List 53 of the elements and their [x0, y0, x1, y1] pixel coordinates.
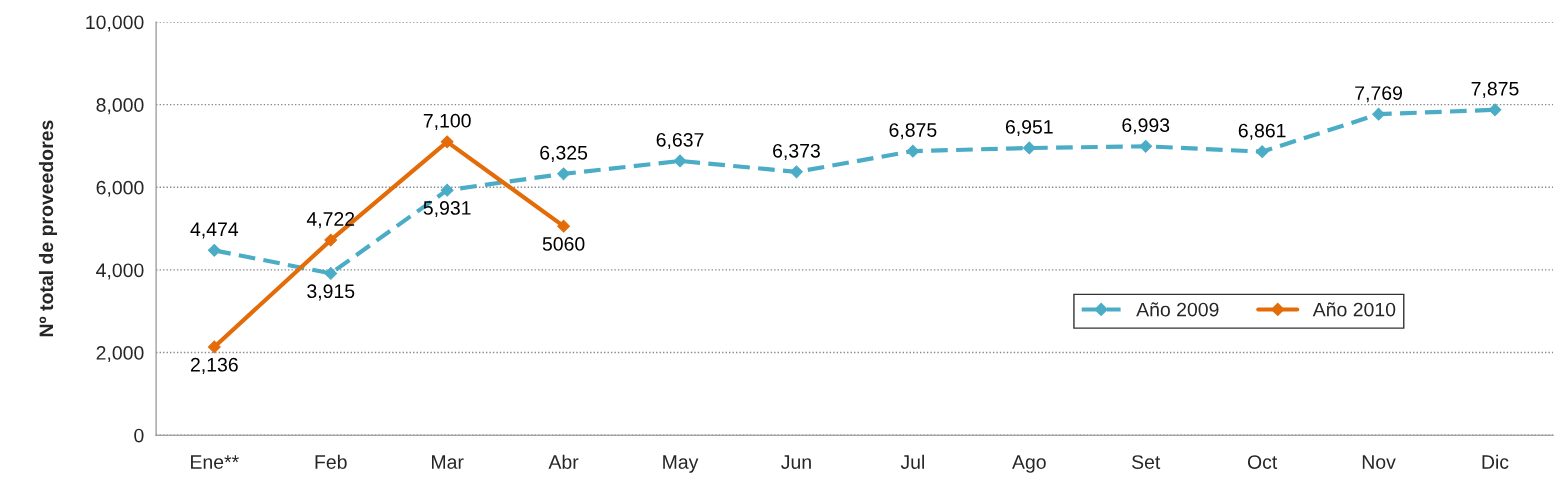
point	[1139, 139, 1153, 153]
x-tick-label: Jul	[900, 454, 924, 469]
data-label: 6,951	[1005, 120, 1053, 137]
y-tick-label: 0	[134, 428, 144, 443]
data-label: 6,875	[889, 123, 937, 140]
point	[440, 135, 454, 149]
y-tick-label: 10,000	[86, 15, 144, 32]
point	[324, 267, 338, 280]
point	[673, 154, 687, 168]
data-label: 7,100	[423, 113, 471, 130]
y-tick-label: 6,000	[96, 180, 144, 197]
point	[906, 144, 920, 158]
data-label: 6,861	[1238, 123, 1286, 140]
x-tick-label: Oct	[1247, 455, 1278, 469]
point	[440, 183, 454, 197]
x-tick-label: Feb	[315, 454, 347, 469]
point	[1022, 141, 1036, 155]
x-tick-label: Dic	[1482, 454, 1509, 469]
y-tick-label: 8,000	[96, 98, 144, 115]
y-tick-label: 4,000	[96, 263, 144, 280]
data-label: 6,373	[773, 143, 820, 160]
data-label: 7,769	[1355, 86, 1402, 103]
data-label: 6,993	[1122, 118, 1170, 135]
data-label: 5,931	[423, 201, 471, 218]
data-label: 2,136	[190, 357, 238, 374]
data-label: 3,915	[307, 284, 355, 301]
data-label: 4,474	[190, 222, 239, 239]
x-tick-label: Abr	[548, 454, 579, 469]
point	[1488, 103, 1502, 117]
data-label: 7,875	[1471, 81, 1519, 98]
data-label: 6,637	[656, 132, 704, 150]
x-tick-label: Ago	[1012, 455, 1046, 473]
data-label: 4,722	[306, 212, 355, 229]
x-tick-label: May	[663, 455, 699, 473]
data-label: 6,325	[540, 145, 588, 162]
point	[557, 219, 570, 233]
point	[790, 165, 803, 179]
x-tick-label: Set	[1132, 455, 1161, 469]
y-axis-title: Nº total de proveedores	[38, 120, 58, 337]
point	[324, 233, 338, 247]
y-tick-label: 2,000	[96, 346, 144, 363]
point	[1255, 145, 1269, 159]
x-tick-label: Mar	[432, 455, 464, 469]
point	[207, 243, 221, 257]
point	[557, 167, 570, 181]
data-label: 5060	[542, 237, 585, 251]
legend-label: Año 2010	[1312, 302, 1396, 317]
legend-label: Año 2009	[1136, 302, 1219, 317]
x-tick-label: Nov	[1362, 455, 1396, 469]
x-tick-label: Ene**	[191, 455, 239, 469]
point	[1372, 107, 1385, 121]
point	[207, 340, 221, 354]
x-tick-label: Jun	[781, 455, 811, 469]
